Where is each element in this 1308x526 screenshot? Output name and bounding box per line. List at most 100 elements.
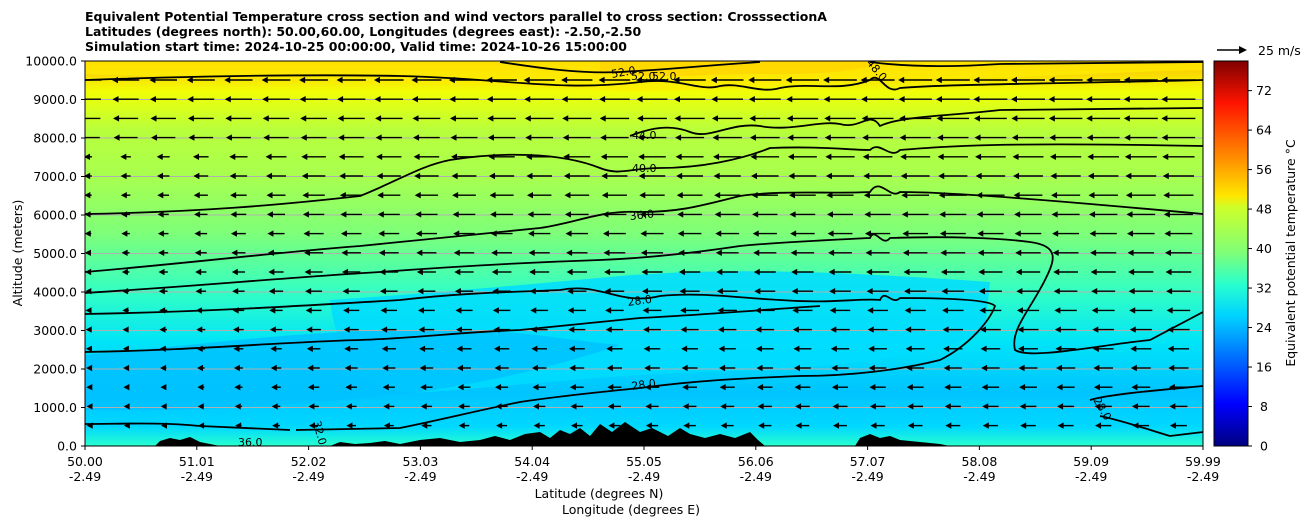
x-tick-label-lat: 50.00 [67,454,103,469]
wind-vector [565,230,589,237]
wind-vector [638,153,666,160]
wind-vector [944,403,961,410]
wind-vector [636,96,668,103]
wind-vector [306,345,321,352]
wind-vector [529,268,550,276]
wind-vector [599,115,630,122]
wind-vector [449,115,479,122]
wind-vector [1162,172,1195,180]
wind-vector [828,268,852,276]
colorbar-tick-label: 16 [1256,360,1272,375]
contour-52 [499,61,1203,74]
wind-vector [640,249,664,256]
wind-vector [1048,76,1083,84]
wind-vector [1015,249,1041,256]
wind-vector [1011,96,1045,103]
contour-label: 36.0 [238,436,263,449]
wind-vector [113,134,138,141]
wind-vector [224,96,252,103]
wind-vector [1129,326,1152,333]
wind-vector [149,96,177,103]
wind-vector [1048,115,1083,122]
wind-vector [1167,326,1190,333]
wind-vector [157,192,170,199]
wind-vector [1125,172,1157,180]
y-tick-label: 0.0 [57,439,77,454]
wind-vector [197,384,205,391]
wind-vector [749,134,780,141]
wind-vector [794,384,811,391]
wind-vector [566,268,587,276]
wind-vector [1053,268,1078,276]
wind-vector [675,134,705,141]
y-tick-label: 6000.0 [33,208,77,223]
wind-vector [1054,307,1077,314]
x-axis-label-lat: Latitude (degrees N) [535,486,664,501]
contour-label: 40.0 [632,162,657,175]
wind-vector [381,326,397,333]
wind-vector [86,403,93,410]
wind-vector [754,288,776,295]
wind-vector [1051,211,1080,218]
wind-vector [1095,422,1112,429]
wind-vector [979,307,1002,314]
wind-vector [1130,345,1152,352]
wind-vector [533,403,546,410]
wind-vector [159,326,167,333]
wind-vector [606,345,623,352]
contour-28-inner [85,305,821,353]
wind-vector [824,115,856,122]
wind-vector [196,345,205,352]
colorbar-tick-label: 48 [1256,202,1272,217]
wind-vector [561,76,593,84]
wind-vector [870,422,885,429]
wind-vector [342,268,361,276]
wind-vector [413,153,440,160]
wind-vector [529,288,549,295]
wind-vector [680,307,700,314]
wind-vector [486,76,517,84]
wind-vector [677,211,702,218]
wind-vector [974,134,1007,141]
wind-vector [861,115,894,122]
x-tick-label-lat: 56.06 [738,454,774,469]
x-axis-label-lon: Longitude (degrees E) [562,502,700,517]
wind-vector [1131,384,1151,391]
yellow-top-region [85,61,1203,92]
wind-vector [790,249,815,256]
x-tick-label-lon: -2.49 [1187,469,1219,484]
wind-vector [1093,384,1113,391]
wind-vector [864,211,891,218]
contour-label: 52.0 [610,64,636,81]
y-tick-label: 8000.0 [33,131,77,146]
wind-vector [525,134,554,141]
wind-vector [715,249,739,256]
wind-vector [419,364,434,372]
wind-vector [942,307,964,314]
wind-vector [1086,134,1120,141]
wind-vector [640,230,664,237]
x-tick-label-lon: -2.49 [516,469,548,484]
x-tick-label-lat: 52.02 [291,454,327,469]
wind-vector [982,403,999,410]
wind-vector [377,211,400,218]
wind-vector [605,326,624,333]
wind-vector [451,172,477,180]
wind-vector [304,249,324,256]
wind-vector [981,364,1000,372]
wind-vector [935,76,970,84]
wind-vector [421,422,432,429]
wind-vector [112,96,139,103]
wind-vector [85,268,92,276]
wind-vector [714,211,740,218]
wind-vector [458,422,470,429]
wind-vector [120,172,131,180]
wind-vector [607,403,621,410]
wind-vector [714,192,741,199]
wind-vector [905,345,925,352]
wind-vector [1088,192,1118,199]
wind-vector [795,403,810,410]
wind-vector [562,134,591,141]
wind-vector [195,288,207,295]
contour-label: 32.0 [310,419,329,446]
